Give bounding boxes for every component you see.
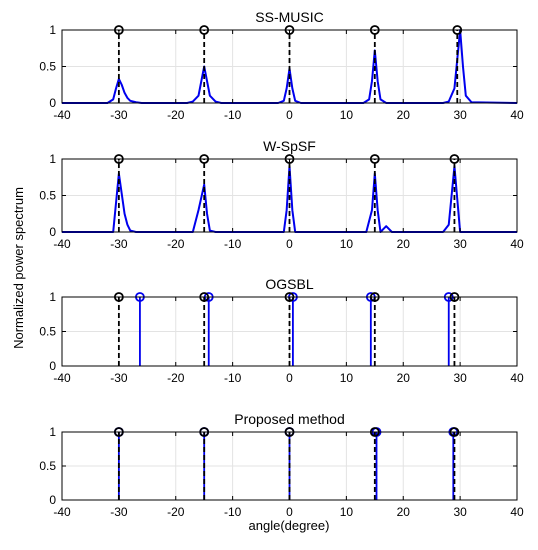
x-tick-label: -40 xyxy=(53,505,71,519)
subplot-3: OGSBL -40 -30 -20 -10 0 10 20 30 40 0 0.5 1 xyxy=(39,276,524,385)
spectrum-line xyxy=(62,29,518,104)
x-tick-label: 20 xyxy=(397,505,411,519)
y-tick-label: 0 xyxy=(49,359,56,373)
subplot-title: OGSBL xyxy=(265,276,313,292)
y-tick-label: 0.5 xyxy=(39,60,56,74)
x-tick-label: 0 xyxy=(286,505,293,519)
x-tick-label: -10 xyxy=(224,237,242,251)
x-tick-label: 30 xyxy=(453,371,467,385)
x-tick-label: -10 xyxy=(224,505,242,519)
x-tick-label: 10 xyxy=(340,108,354,122)
x-tick-label: 0 xyxy=(286,108,293,122)
y-tick-label: 1 xyxy=(49,152,56,166)
x-tick-label: -40 xyxy=(53,371,71,385)
subplot-2: W-SpSF -40 -30 -20 -10 0 10 20 30 40 0 0.5 1 xyxy=(39,138,524,251)
x-tick-label: -40 xyxy=(53,237,71,251)
x-tick-label: -30 xyxy=(110,371,128,385)
x-tick-label: 10 xyxy=(340,237,354,251)
x-tick-label: -20 xyxy=(167,371,185,385)
x-tick-label: 20 xyxy=(397,108,411,122)
x-tick-label: 0 xyxy=(286,371,293,385)
y-tick-label: 0.5 xyxy=(39,189,56,203)
y-tick-label: 0 xyxy=(49,96,56,110)
y-tick-label: 1 xyxy=(49,23,56,37)
subplot-title: Proposed method xyxy=(234,411,345,427)
x-tick-label: -20 xyxy=(167,505,185,519)
x-tick-label: 40 xyxy=(510,371,524,385)
y-tick-label: 0 xyxy=(49,225,56,239)
y-tick-label: 0.5 xyxy=(39,459,56,473)
x-tick-label: 40 xyxy=(510,237,524,251)
y-tick-label: 1 xyxy=(49,290,56,304)
x-axis-label: angle(degree) xyxy=(249,518,330,533)
x-tick-label: -40 xyxy=(53,108,71,122)
x-tick-label: 20 xyxy=(397,237,411,251)
x-tick-label: -10 xyxy=(224,371,242,385)
x-tick-label: 30 xyxy=(453,237,467,251)
subplot-title: W-SpSF xyxy=(263,138,316,154)
subplot-title: SS-MUSIC xyxy=(255,9,323,25)
x-tick-label: -30 xyxy=(110,108,128,122)
y-tick-label: 1 xyxy=(49,425,56,439)
x-tick-label: -20 xyxy=(167,108,185,122)
x-tick-label: -20 xyxy=(167,237,185,251)
x-tick-label: 30 xyxy=(453,108,467,122)
x-tick-label: -30 xyxy=(110,237,128,251)
subplots: SS-MUSIC-40 -30 -20 -10 0 10 20 30 4000.51W-SpSF… xyxy=(39,9,524,519)
x-tick-label: 30 xyxy=(453,505,467,519)
y-tick-label: 0.5 xyxy=(39,325,56,339)
x-tick-label: 0 xyxy=(286,237,293,251)
subplot-1: SS-MUSIC -40 -30 -20 -10 0 10 20 30 40 0 0.5 1 xyxy=(39,9,524,122)
x-tick-label: 40 xyxy=(510,108,524,122)
x-tick-label: 40 xyxy=(510,505,524,519)
subplot-4: Proposed method -40 -30 -20 -10 0 10 20 30 40 0 0.5… xyxy=(39,411,524,519)
x-tick-label: 20 xyxy=(397,371,411,385)
x-tick-label: 10 xyxy=(340,371,354,385)
y-axis-label: Normalized power spectrum xyxy=(11,187,26,349)
x-tick-label: -10 xyxy=(224,108,242,122)
x-tick-label: 10 xyxy=(340,505,354,519)
x-tick-label: -30 xyxy=(110,505,128,519)
y-tick-label: 0 xyxy=(49,493,56,507)
